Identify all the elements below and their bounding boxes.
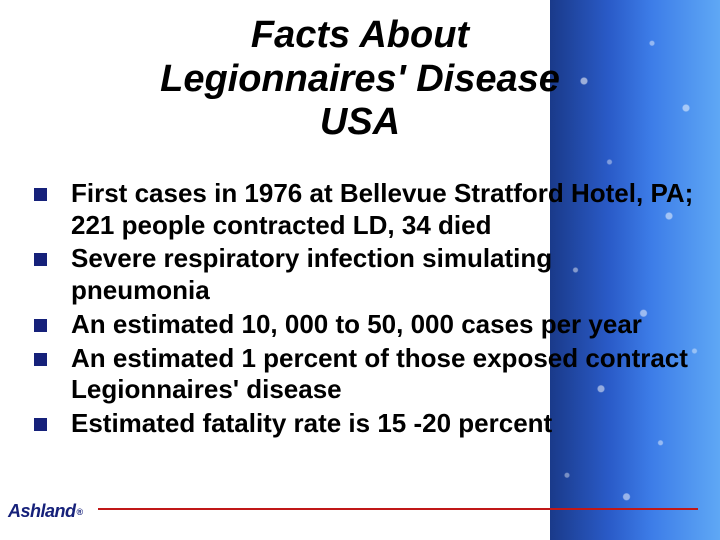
square-bullet-icon (34, 418, 47, 431)
footer-divider (98, 508, 698, 510)
square-bullet-icon (34, 253, 47, 266)
list-item: Estimated fatality rate is 15 -20 percen… (34, 408, 694, 440)
logo-text: Ashland (8, 501, 76, 521)
list-item: First cases in 1976 at Bellevue Stratfor… (34, 178, 694, 241)
bullet-text: An estimated 1 percent of those exposed … (71, 343, 694, 406)
registered-mark: ® (77, 507, 83, 517)
list-item: An estimated 10, 000 to 50, 000 cases pe… (34, 309, 694, 341)
square-bullet-icon (34, 319, 47, 332)
title-line-2: Legionnaires' Disease (160, 58, 560, 100)
slide: Facts About Legionnaires' Disease USA Fi… (0, 0, 720, 540)
bullet-text: Severe respiratory infection simulating … (71, 243, 694, 306)
list-item: An estimated 1 percent of those exposed … (34, 343, 694, 406)
list-item: Severe respiratory infection simulating … (34, 243, 694, 306)
title-line-3: USA (320, 101, 400, 143)
bullet-text: Estimated fatality rate is 15 -20 percen… (71, 408, 552, 440)
bullet-text: First cases in 1976 at Bellevue Stratfor… (71, 178, 694, 241)
square-bullet-icon (34, 188, 47, 201)
square-bullet-icon (34, 353, 47, 366)
bullet-text: An estimated 10, 000 to 50, 000 cases pe… (71, 309, 642, 341)
slide-title: Facts About Legionnaires' Disease USA (0, 14, 720, 145)
brand-logo: Ashland® (8, 501, 82, 522)
title-line-1: Facts About (251, 14, 469, 56)
bullet-list: First cases in 1976 at Bellevue Stratfor… (34, 178, 694, 442)
